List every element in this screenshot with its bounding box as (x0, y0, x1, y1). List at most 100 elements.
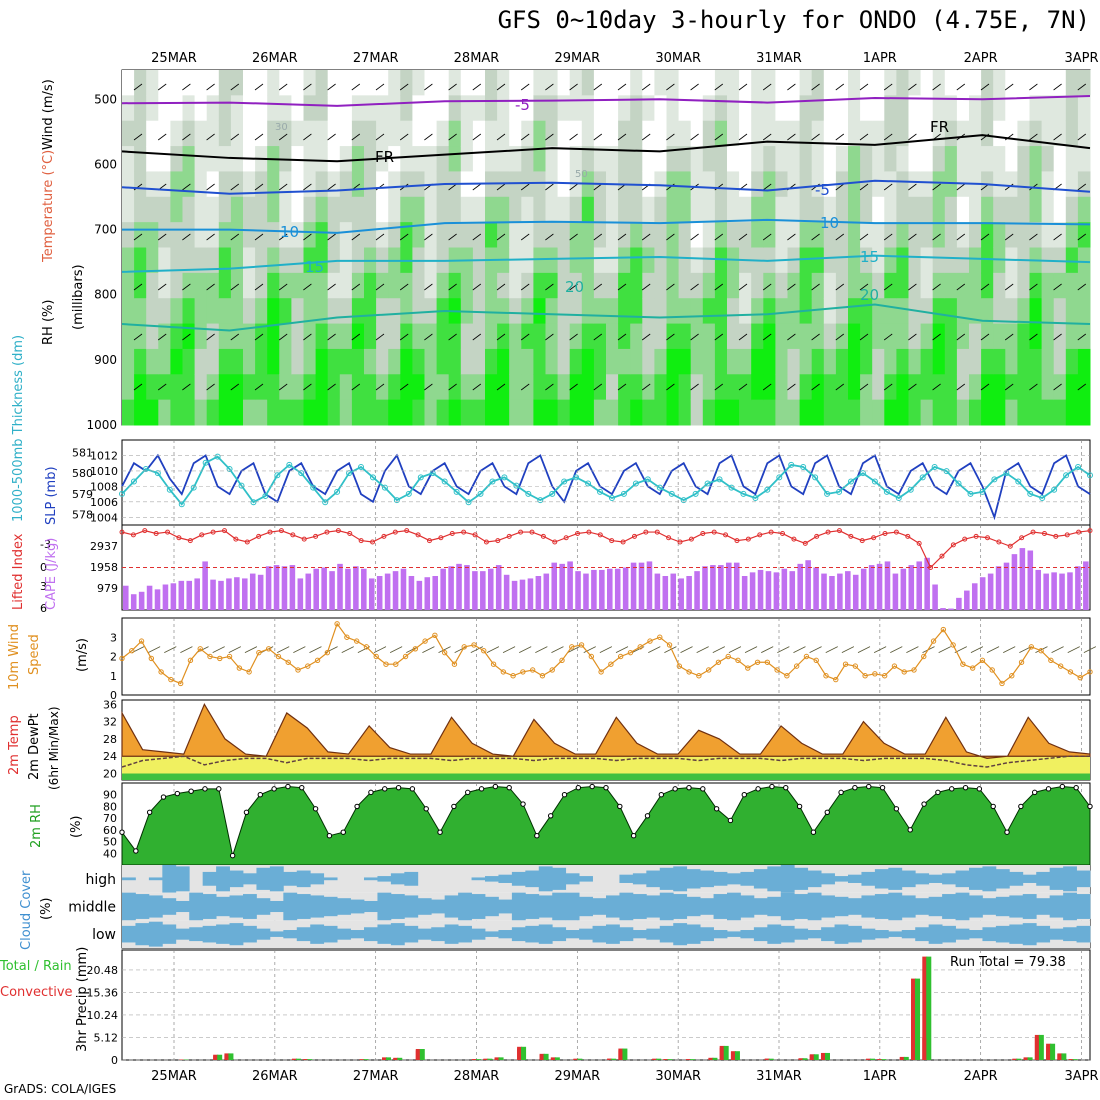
wind-barb (811, 233, 820, 241)
cloud-bar (538, 895, 553, 918)
rh-cell (1017, 171, 1030, 198)
cape-bar (1059, 573, 1065, 610)
rh-cell (315, 399, 329, 426)
rh-cell (690, 399, 704, 426)
rh-cell (267, 120, 280, 147)
wind-barb (908, 83, 917, 91)
rh-cell (1053, 146, 1067, 172)
cape-bar (1019, 548, 1026, 610)
cape-bar (860, 568, 867, 610)
wind-barb-10m (180, 646, 193, 654)
rh-cell (1005, 196, 1018, 223)
rh-cell (388, 272, 401, 299)
rh-cell (654, 399, 667, 426)
cloud-bar (485, 896, 499, 917)
wind-barb (617, 333, 627, 341)
rh-cell (533, 348, 546, 375)
rh-cell (194, 272, 208, 299)
rh-cell (944, 222, 958, 248)
wind-barb (399, 233, 409, 241)
thickness-point (776, 474, 783, 481)
rh-cell (751, 95, 764, 122)
rh-cell (1065, 272, 1079, 299)
rh-cell (630, 247, 643, 274)
wind-point (412, 646, 419, 652)
cloud-bar (296, 927, 311, 942)
rh-cell (218, 196, 232, 223)
rh-cell (944, 95, 958, 122)
wind-barb (133, 233, 143, 241)
rh-cell (739, 323, 752, 350)
rh-cell (569, 146, 583, 172)
rh-cell (678, 374, 692, 401)
rh-cell (702, 70, 716, 96)
rh-cell (424, 95, 438, 122)
wind-point (666, 642, 673, 648)
wind-point (451, 661, 458, 667)
date-label-top: 28MAR (454, 51, 500, 66)
wind-point (1028, 644, 1035, 650)
wind-barb (230, 383, 240, 391)
rh-cell (218, 272, 232, 299)
cloud-bar (538, 866, 553, 892)
rh-cell (618, 70, 631, 96)
rh-cell (848, 95, 861, 122)
cloud-bar (202, 871, 217, 886)
cloud-bar (243, 894, 257, 919)
date-label-bottom: 3APR (1064, 1069, 1098, 1084)
rh-cell (896, 298, 909, 325)
cloud-bar (175, 928, 190, 940)
wind-point (813, 657, 819, 664)
rh-cell (509, 70, 522, 96)
wind-barb (520, 383, 530, 391)
rh-cell (267, 323, 280, 350)
wind-barb-10m (1051, 646, 1064, 654)
rh-cell (388, 146, 401, 172)
rh-cell (255, 171, 268, 198)
rh-point (1073, 784, 1079, 791)
rh-cell (969, 348, 982, 375)
cape-bar (234, 577, 240, 610)
cloud-bar (175, 900, 190, 913)
cape-bar (487, 568, 494, 610)
wind-barb (133, 83, 143, 91)
rh-point (271, 786, 277, 792)
wind-barb (448, 183, 457, 191)
rh-cell (775, 171, 788, 198)
rh-cell (448, 374, 462, 401)
slp-tick: 1010 (90, 465, 118, 478)
rh-cell (763, 272, 776, 299)
cape-bar (170, 583, 177, 610)
rh-cell (146, 120, 159, 147)
rh-cell (944, 272, 958, 299)
cloud-bar (807, 892, 822, 921)
rh-cell (485, 95, 498, 122)
cape-bar (146, 585, 153, 610)
rh-cell (400, 348, 413, 375)
rh-cell (969, 323, 982, 350)
wind-barb (641, 383, 651, 391)
rh-cell (872, 348, 885, 375)
wind-barb (303, 333, 312, 341)
rh-cell (714, 399, 728, 426)
cape-bar (432, 576, 438, 610)
rh-cell (727, 348, 740, 375)
cape-bar (511, 580, 518, 610)
wind-barb (254, 233, 264, 241)
panel-frame-precip (121, 949, 1091, 1061)
wind-barb (254, 333, 264, 341)
rh-cell (303, 196, 317, 223)
wind-barb (206, 233, 215, 241)
cloud-bar (727, 931, 741, 937)
rh-cell (388, 399, 401, 426)
wind-barb-10m (389, 646, 403, 654)
wind-barb-10m (873, 646, 887, 654)
rh-point (658, 792, 665, 798)
cape-bar (472, 571, 478, 610)
rh-cell (230, 171, 244, 198)
wind-point (441, 649, 448, 656)
rh-cell (1017, 146, 1030, 172)
wind-barb (496, 233, 506, 241)
rh-area (121, 786, 1091, 866)
precip-bar-conv-inner (393, 1058, 398, 1060)
